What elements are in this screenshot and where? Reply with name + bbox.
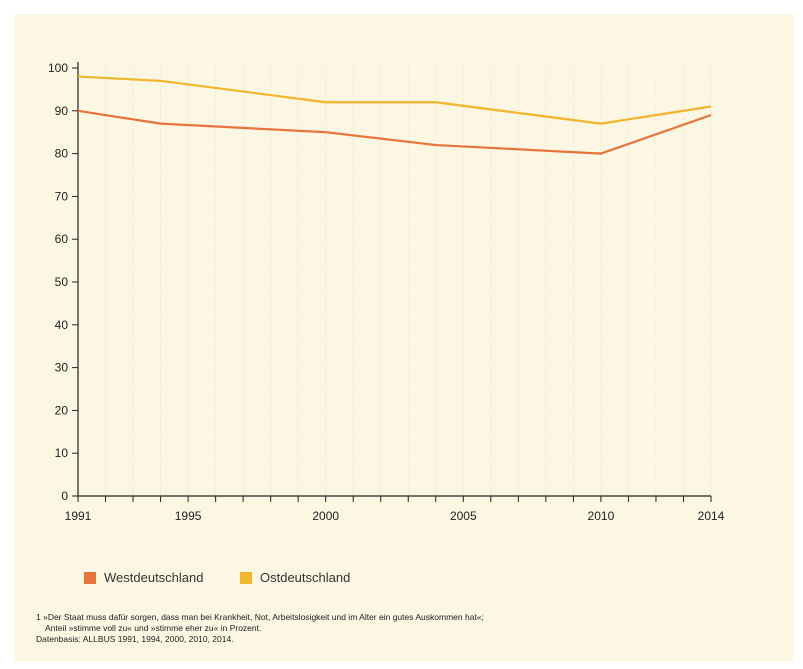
x-tick-label-2014: 2014	[698, 509, 725, 523]
y-tick-label-90: 90	[55, 104, 69, 118]
x-tick-label-2000: 2000	[312, 509, 339, 523]
series-line-ostdeutschland	[77, 75, 712, 125]
y-tick-label-80: 80	[55, 147, 69, 161]
legend-item-westdeutschland: Westdeutschland	[84, 570, 204, 585]
chart-panel: 0 10 20 30 40 50 60 70 80 90 100 1991 1995 2000 2005 20…	[14, 14, 794, 662]
y-tick-label-50: 50	[55, 275, 69, 289]
x-tick-label-1991: 1991	[65, 509, 92, 523]
y-tick-label-40: 40	[55, 318, 69, 332]
legend-item-ostdeutschland: Ostdeutschland	[240, 570, 350, 585]
footnote-line-1: 1 »Der Staat muss dafür sorgen, dass man…	[36, 612, 484, 622]
legend-swatch-ost	[240, 571, 252, 584]
y-tick-label-10: 10	[55, 446, 69, 460]
line-chart: 0 10 20 30 40 50 60 70 80 90 100 1991 1995 2000 2005 20…	[48, 61, 725, 523]
series-line-westdeutschland	[77, 109, 712, 155]
legend-label-ost: Ostdeutschland	[260, 570, 351, 585]
y-tick-label-30: 30	[55, 361, 69, 375]
y-tick-label-100: 100	[48, 61, 68, 75]
x-tick-label-2005: 2005	[450, 509, 477, 523]
footnote-line-2: Anteil »stimme voll zu« und »stimme eher…	[36, 623, 262, 633]
y-tick-label-0: 0	[61, 489, 68, 503]
footnote: 1 »Der Staat muss dafür sorgen, dass man…	[36, 612, 776, 645]
footnote-source: Datenbasis: ALLBUS 1991, 1994, 2000, 201…	[36, 634, 234, 644]
y-tick-label-60: 60	[55, 232, 69, 246]
y-tick-label-70: 70	[55, 189, 69, 203]
x-tick-label-1995: 1995	[175, 509, 202, 523]
legend-swatch-west	[84, 571, 96, 584]
y-tick-label-20: 20	[55, 403, 69, 417]
x-tick-label-2010: 2010	[588, 509, 615, 523]
legend-label-west: Westdeutschland	[104, 570, 204, 585]
